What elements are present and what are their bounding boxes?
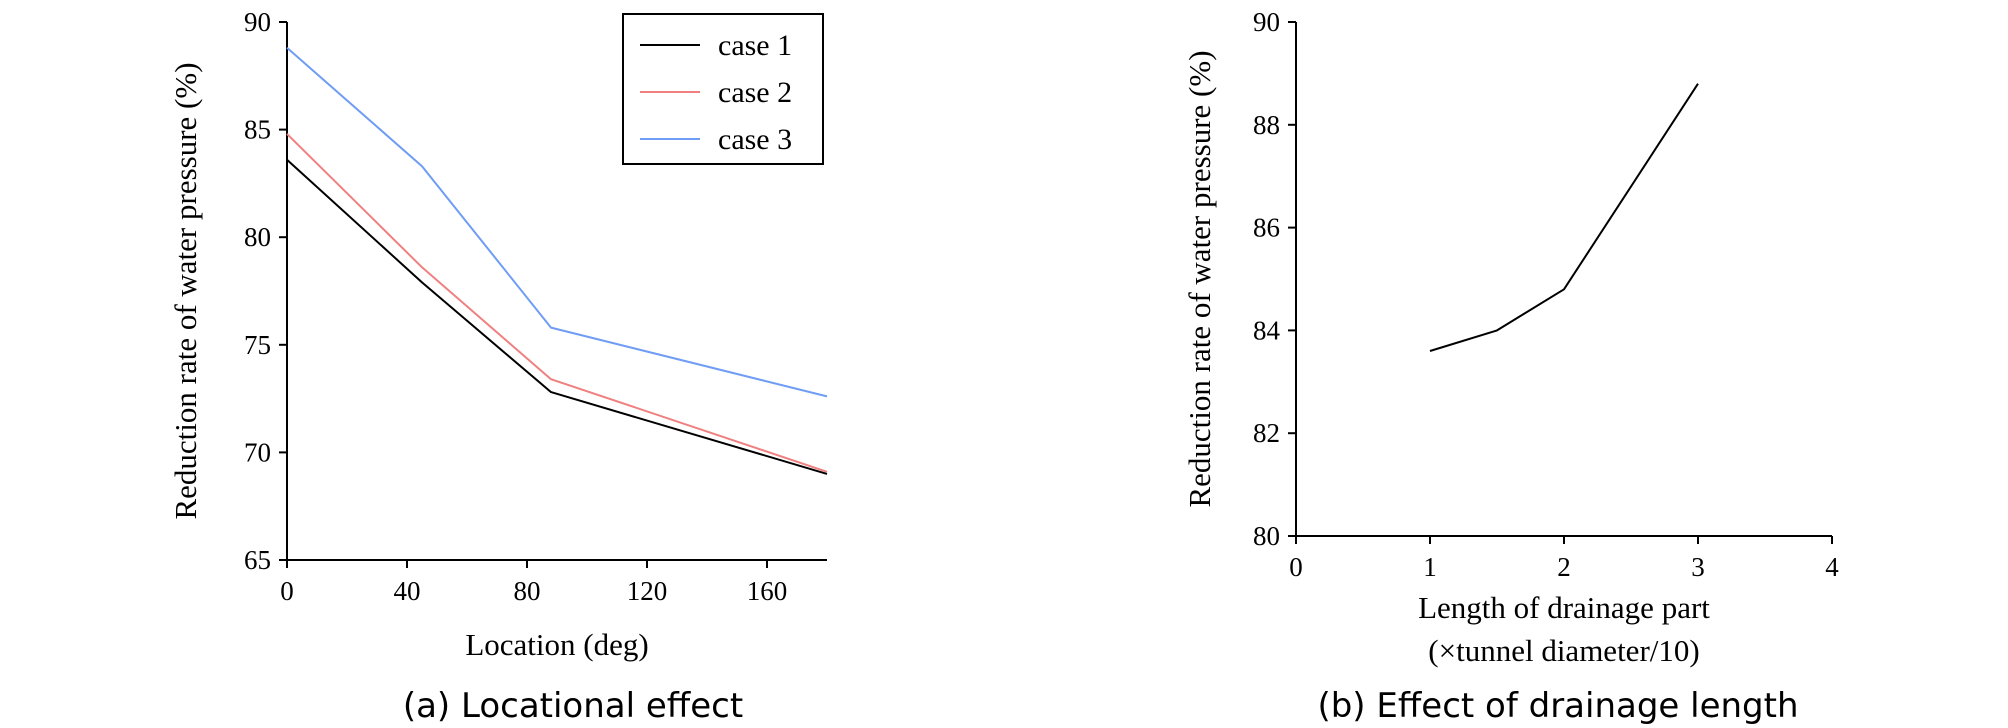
y-tick-label: 80 xyxy=(1253,521,1280,551)
series-line-1 xyxy=(1429,83,1699,352)
x-tick-label: 4 xyxy=(1825,552,1839,582)
chart-b-x-ticks: 0 1 2 3 4 xyxy=(1289,536,1839,582)
legend-label: case 2 xyxy=(718,76,792,109)
y-tick-label: 75 xyxy=(244,330,271,360)
series-line-2 xyxy=(286,133,828,473)
legend-label: case 3 xyxy=(718,123,792,156)
y-tick-label: 70 xyxy=(244,437,271,467)
y-tick-label: 80 xyxy=(244,222,271,252)
y-tick-label: 88 xyxy=(1253,110,1280,140)
chart-a: 65 70 75 80 85 90 0 40 80 120 160 Reduction rate … xyxy=(168,7,828,726)
x-tick-label: 160 xyxy=(747,576,788,606)
chart-a-x-ticks: 0 40 80 120 160 xyxy=(280,560,787,606)
x-tick-label: 40 xyxy=(394,576,421,606)
x-tick-label: 0 xyxy=(280,576,294,606)
chart-b-caption: (b) Effect of drainage length xyxy=(1317,686,1798,726)
chart-b-y-ticks: 80 82 84 86 88 90 xyxy=(1253,7,1296,551)
chart-a-series xyxy=(286,47,828,475)
legend-items: case 1 case 2 case 3 xyxy=(640,29,792,156)
chart-a-caption: (a) Locational effect xyxy=(403,686,743,726)
series-line-1 xyxy=(286,158,828,475)
chart-a-xlabel: Location (deg) xyxy=(465,627,648,662)
chart-a-y-ticks: 65 70 75 80 85 90 xyxy=(244,7,287,575)
y-tick-label: 86 xyxy=(1253,213,1280,243)
chart-b-ylabel: Reduction rate of water pressure (%) xyxy=(1182,50,1217,507)
y-tick-label: 82 xyxy=(1253,418,1280,448)
chart-a-legend: case 1 case 2 case 3 xyxy=(622,13,824,165)
y-tick-label: 65 xyxy=(244,545,271,575)
y-tick-label: 90 xyxy=(1253,7,1280,37)
series-line-3 xyxy=(286,47,828,398)
x-tick-label: 2 xyxy=(1557,552,1571,582)
y-tick-label: 90 xyxy=(244,7,271,37)
chart-b-series xyxy=(1429,83,1699,352)
x-tick-label: 0 xyxy=(1289,552,1303,582)
chart-b: 80 82 84 86 88 90 0 1 2 3 4 Reduction rate of wat… xyxy=(1182,7,1839,726)
x-tick-label: 3 xyxy=(1691,552,1705,582)
legend-label: case 1 xyxy=(718,29,792,62)
x-tick-label: 120 xyxy=(627,576,668,606)
x-tick-label: 1 xyxy=(1423,552,1437,582)
y-tick-label: 84 xyxy=(1253,315,1281,345)
x-tick-label: 80 xyxy=(514,576,541,606)
chart-b-xlabel: Length of drainage part xyxy=(1418,590,1710,625)
chart-a-ylabel: Reduction rate of water pressure (%) xyxy=(168,62,203,519)
chart-b-xlabel-2: (×tunnel diameter/10) xyxy=(1428,633,1699,668)
y-tick-label: 85 xyxy=(244,115,271,145)
